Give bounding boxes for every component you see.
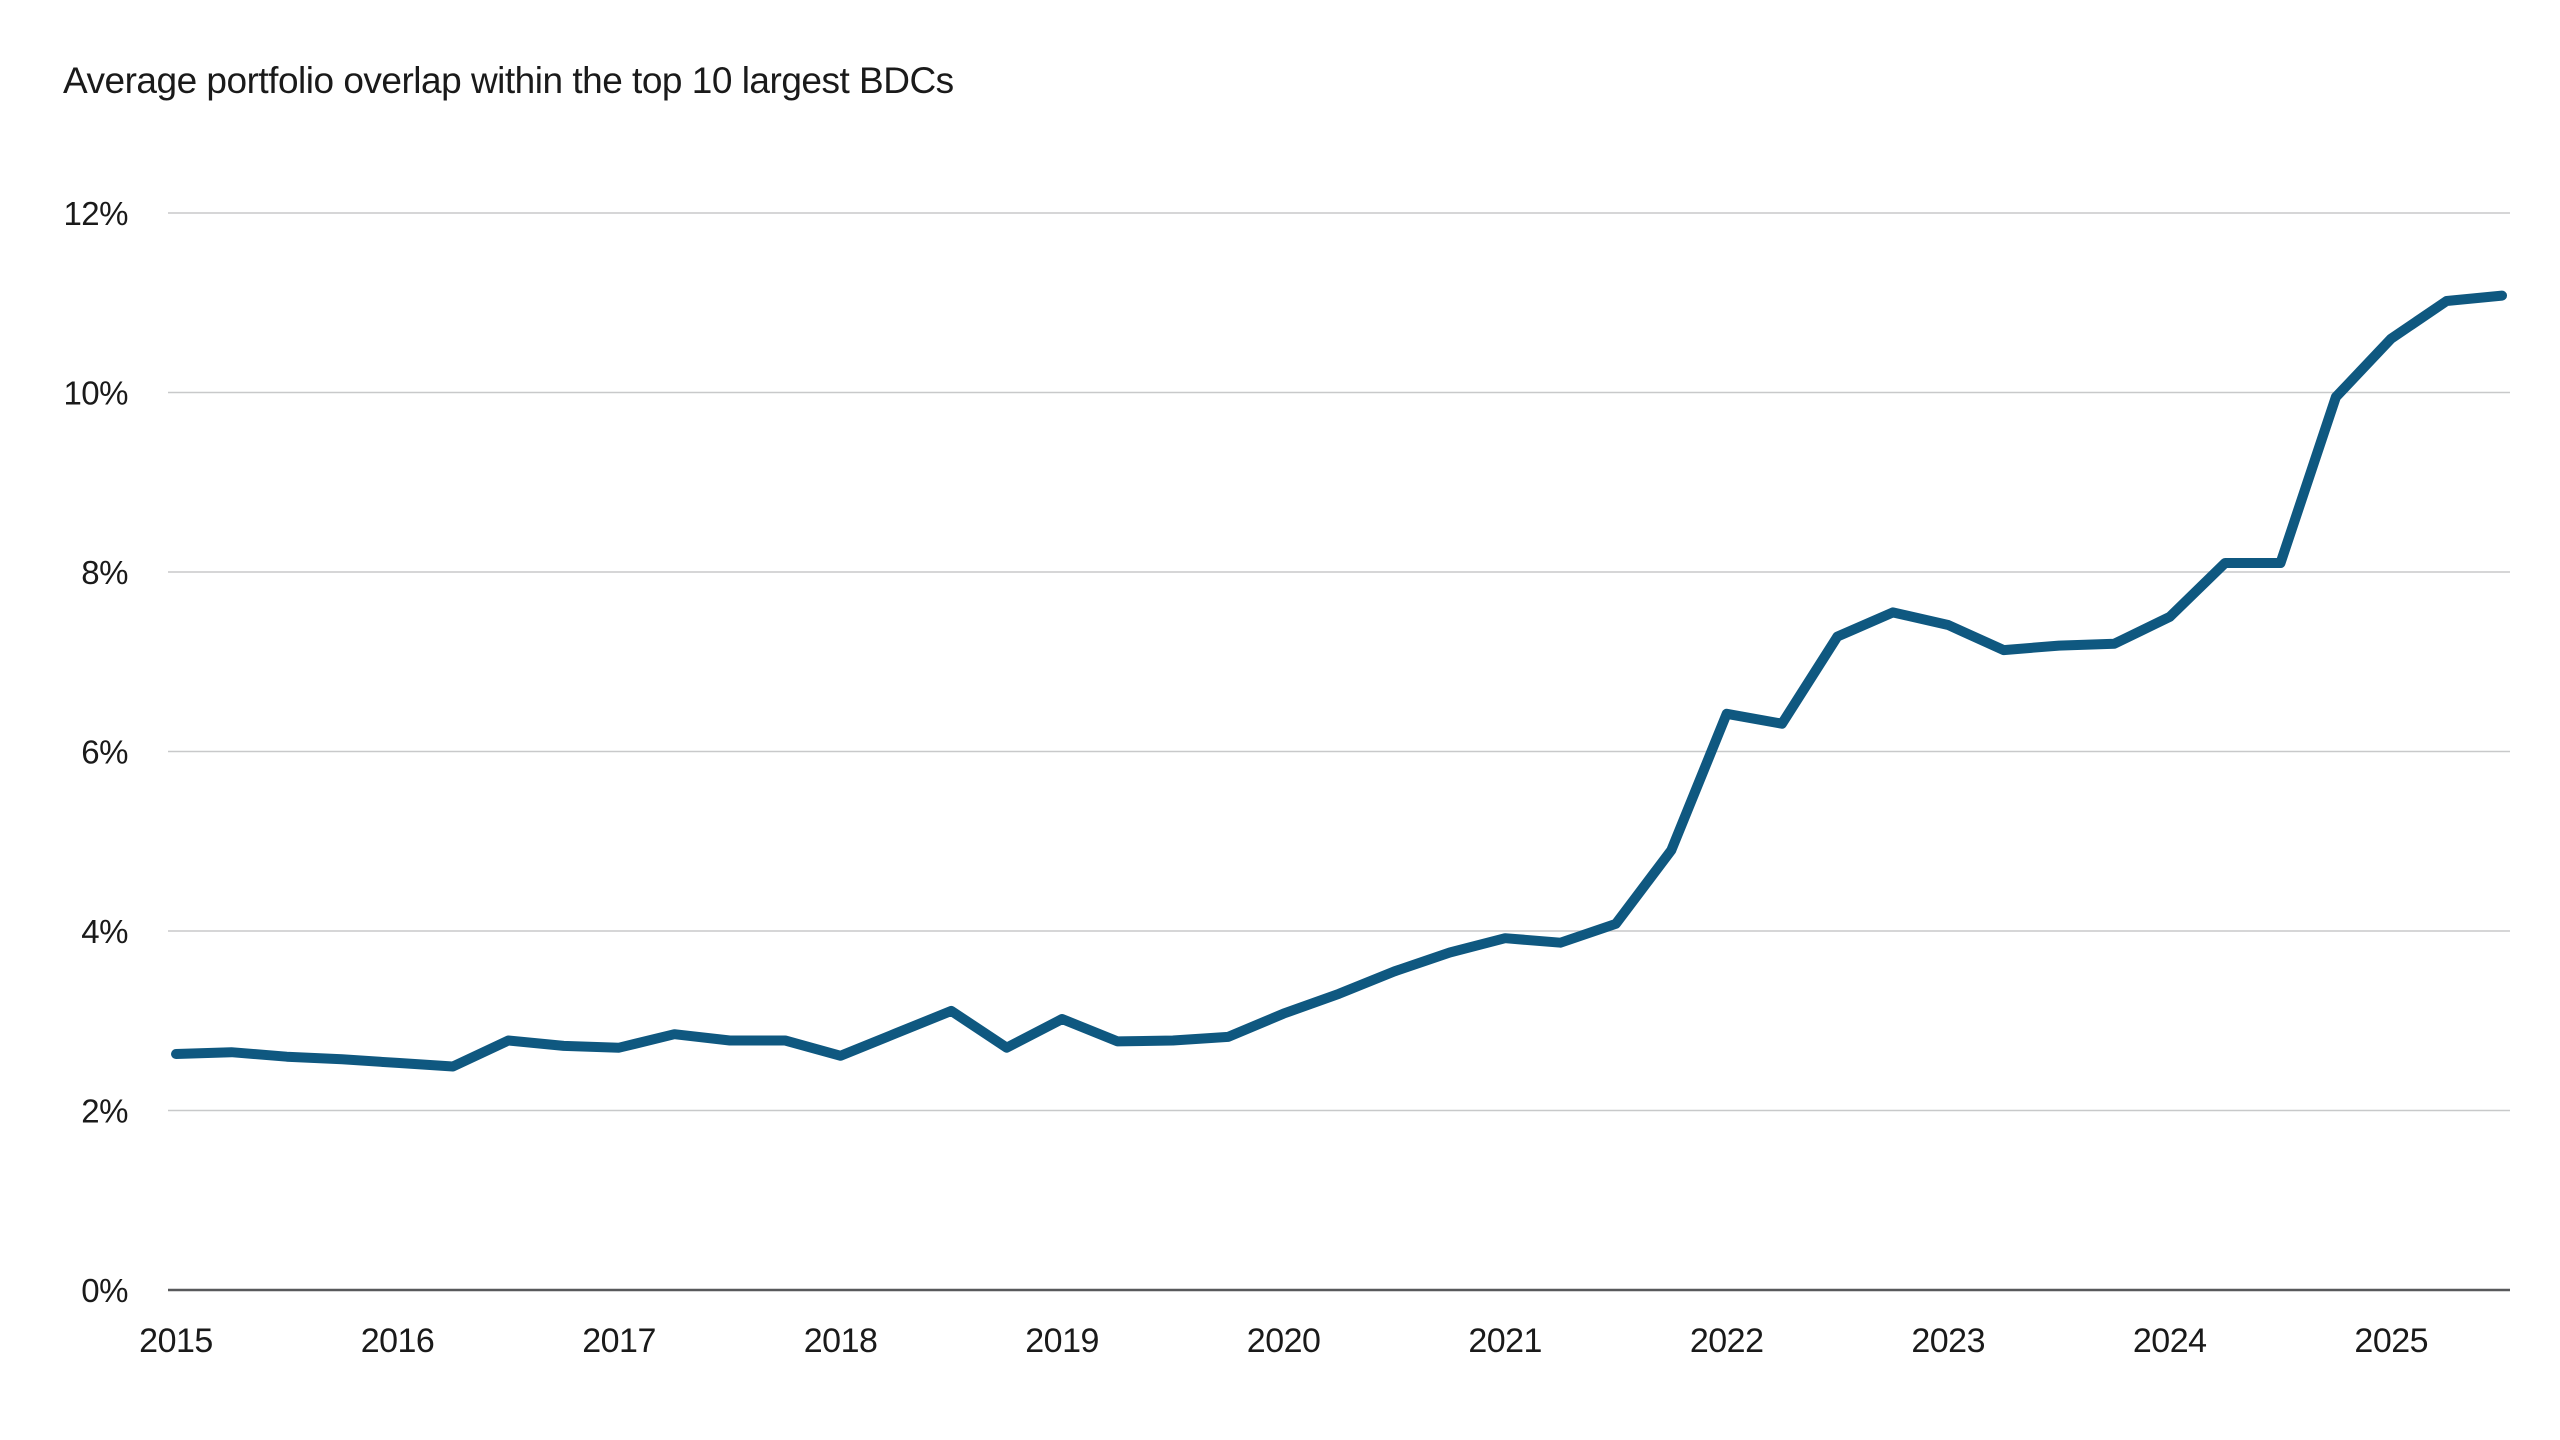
- y-axis-tick-12pct: 12%: [63, 195, 128, 232]
- y-axis-tick-10pct: 10%: [63, 375, 128, 412]
- chart-title: Average portfolio overlap within the top…: [63, 60, 954, 101]
- x-axis-tick-2015: 2015: [139, 1322, 213, 1360]
- y-axis-tick-8pct: 8%: [81, 554, 128, 591]
- x-axis-tick-2025: 2025: [2354, 1322, 2428, 1360]
- x-axis-tick-2024: 2024: [2133, 1322, 2207, 1360]
- x-axis-tick-2016: 2016: [361, 1322, 435, 1360]
- y-axis-tick-0pct: 0%: [81, 1272, 128, 1309]
- x-axis-tick-2018: 2018: [804, 1322, 878, 1360]
- y-axis-tick-6pct: 6%: [81, 734, 128, 771]
- y-axis-tick-2pct: 2%: [81, 1093, 128, 1130]
- x-axis-tick-2020: 2020: [1247, 1322, 1321, 1360]
- x-axis-tick-2021: 2021: [1468, 1322, 1542, 1360]
- x-axis-tick-2022: 2022: [1690, 1322, 1764, 1360]
- overlap-data-line: [171, 290, 2507, 1072]
- y-axis-tick-4pct: 4%: [81, 913, 128, 950]
- x-axis-tick-2019: 2019: [1025, 1322, 1099, 1360]
- x-axis-tick-2017: 2017: [582, 1322, 656, 1360]
- x-axis-tick-2023: 2023: [1911, 1322, 1985, 1360]
